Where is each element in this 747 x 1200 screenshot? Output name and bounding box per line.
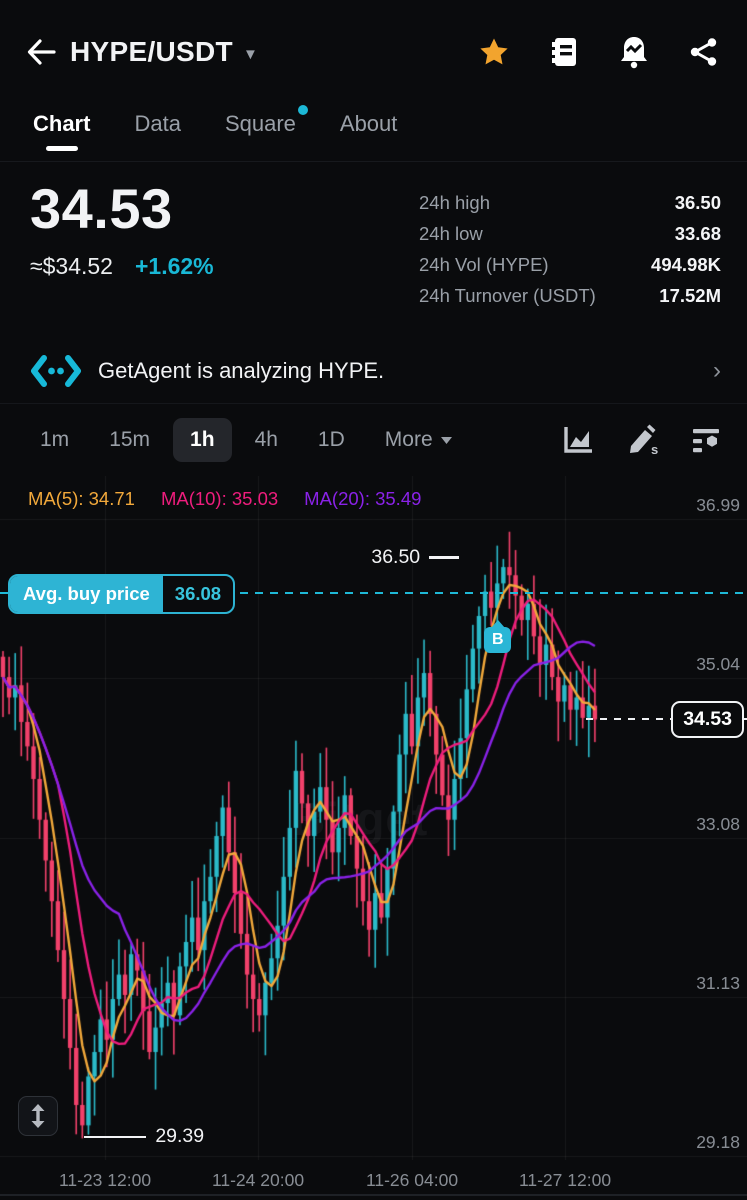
avg-buy-price-label: Avg. buy price (10, 576, 163, 613)
getagent-banner[interactable]: GetAgent is analyzing HYPE. › (0, 338, 747, 404)
stat-value: 494.98K (651, 254, 721, 275)
stat-value: 33.68 (674, 223, 721, 244)
x-axis-tick: 11-24 20:00 (211, 1170, 305, 1190)
x-axis-tick: 11-27 12:00 (518, 1170, 612, 1190)
x-axis-tick: 11-26 04:00 (365, 1170, 459, 1190)
tab-data-label: Data (134, 110, 181, 136)
tab-square-label: Square (224, 110, 296, 136)
tab-data[interactable]: Data (134, 91, 180, 161)
pair-title[interactable]: HYPE/USDT (70, 36, 233, 67)
svg-text:s: s (651, 442, 658, 456)
stat-value: 36.50 (674, 192, 721, 213)
caret-down-icon (440, 436, 452, 444)
order-book-button[interactable] (547, 35, 581, 69)
pencil-icon: s (630, 424, 658, 456)
getagent-icon (31, 354, 81, 387)
y-axis-tick: 31.13 (696, 972, 740, 993)
y-axis-tick: 29.18 (696, 1131, 740, 1152)
ma20-label: MA(20): 35.49 (304, 488, 422, 509)
timeframe-15m[interactable]: 15m (109, 428, 151, 451)
more-label: More (384, 428, 433, 451)
avg-buy-price-line (0, 592, 747, 595)
tab-square[interactable]: Square (224, 91, 308, 161)
timeframe-1h[interactable]: 1h (173, 418, 232, 462)
stat-label: 24h high (419, 192, 490, 213)
buy-order-marker[interactable]: B (484, 620, 512, 654)
price-change-percent: +1.62% (134, 252, 214, 279)
stat-label: 24h Turnover (USDT) (419, 285, 596, 306)
order-book-icon (552, 38, 576, 66)
alert-bell-icon (621, 37, 647, 69)
chart-area: Bitget MA(5): 34.71 MA(10): 35.03 MA(20)… (0, 476, 747, 1200)
indicator-chart-button[interactable] (561, 423, 595, 457)
share-icon (690, 38, 717, 66)
y-axis-tick: 33.08 (696, 813, 740, 834)
stat-row-low: 24h low 33.68 (419, 223, 721, 245)
price-alert-button[interactable] (617, 35, 651, 69)
stat-row-turnover: 24h Turnover (USDT) 17.52M (419, 285, 721, 307)
share-button[interactable] (687, 35, 721, 69)
timeframe-4h[interactable]: 4h (254, 428, 278, 451)
chart-settings-button[interactable] (689, 423, 723, 457)
settings-lines-icon (693, 429, 719, 453)
stat-label: 24h low (419, 223, 483, 244)
chart-toolbar: 1m 15m 1h 4h 1D More s (0, 404, 747, 476)
star-icon (480, 38, 508, 65)
ma10-label: MA(10): 35.03 (160, 488, 279, 509)
stat-label: 24h Vol (HYPE) (419, 254, 549, 275)
stat-value: 17.52M (659, 285, 721, 306)
stats-panel: 24h high 36.50 24h low 33.68 24h Vol (HY… (419, 180, 721, 338)
area-chart-icon (564, 427, 592, 453)
y-axis-tick: 36.99 (696, 495, 740, 515)
current-price-line (586, 718, 747, 721)
ma-indicator-row[interactable]: MA(5): 34.71 MA(10): 35.03 MA(20): 35.49 (28, 488, 421, 510)
price-scale-button[interactable] (18, 1096, 58, 1136)
session-low-value: 29.39 (155, 1125, 205, 1148)
top-bar: HYPE/USDT ▼ (0, 0, 747, 90)
timeframe-1m[interactable]: 1m (40, 428, 70, 451)
drawing-tools-button[interactable]: s (625, 423, 659, 457)
tab-bar: Chart Data Square About (0, 90, 747, 162)
current-price-box: 34.53 (671, 701, 744, 739)
chevron-right-icon: › (713, 356, 721, 384)
current-price-value: 34.53 (683, 708, 732, 731)
tab-chart-label: Chart (33, 110, 91, 136)
y-axis-tick: 35.04 (696, 653, 740, 674)
tab-about-label: About (339, 110, 398, 136)
back-button[interactable] (26, 37, 70, 67)
avg-buy-price-value: 36.08 (174, 583, 222, 605)
timeframe-more-button[interactable]: More (385, 428, 453, 452)
annotation-line (429, 556, 460, 559)
vertical-scale-icon (31, 1104, 45, 1128)
pair-dropdown-caret-icon[interactable]: ▼ (242, 45, 258, 63)
session-high-value: 36.50 (371, 545, 421, 568)
timeframe-1d[interactable]: 1D (317, 428, 345, 451)
avg-buy-price-badge[interactable]: Avg. buy price 36.08 (8, 574, 236, 615)
annotation-line (84, 1135, 147, 1139)
back-arrow-icon (27, 39, 56, 65)
stat-row-high: 24h high 36.50 (419, 192, 721, 214)
tab-chart[interactable]: Chart (33, 91, 90, 161)
stat-row-volume: 24h Vol (HYPE) 494.98K (419, 254, 721, 276)
fiat-price: ≈$34.52 (30, 252, 113, 279)
favorite-star-button[interactable] (477, 35, 511, 69)
buy-marker-label: B (491, 631, 504, 649)
x-axis-tick: 11-23 12:00 (58, 1170, 152, 1190)
square-notification-dot (297, 104, 308, 115)
ma5-label: MA(5): 34.71 (28, 488, 135, 509)
session-high-annotation: 36.50 (371, 545, 460, 569)
bottom-divider (0, 1194, 747, 1196)
price-section: 34.53 ≈$34.52 +1.62% 24h high 36.50 24h … (0, 162, 747, 338)
last-price: 34.53 (30, 177, 173, 240)
tab-about[interactable]: About (340, 91, 398, 161)
session-low-annotation: 29.39 (84, 1125, 204, 1148)
getagent-banner-text: GetAgent is analyzing HYPE. (98, 357, 385, 383)
